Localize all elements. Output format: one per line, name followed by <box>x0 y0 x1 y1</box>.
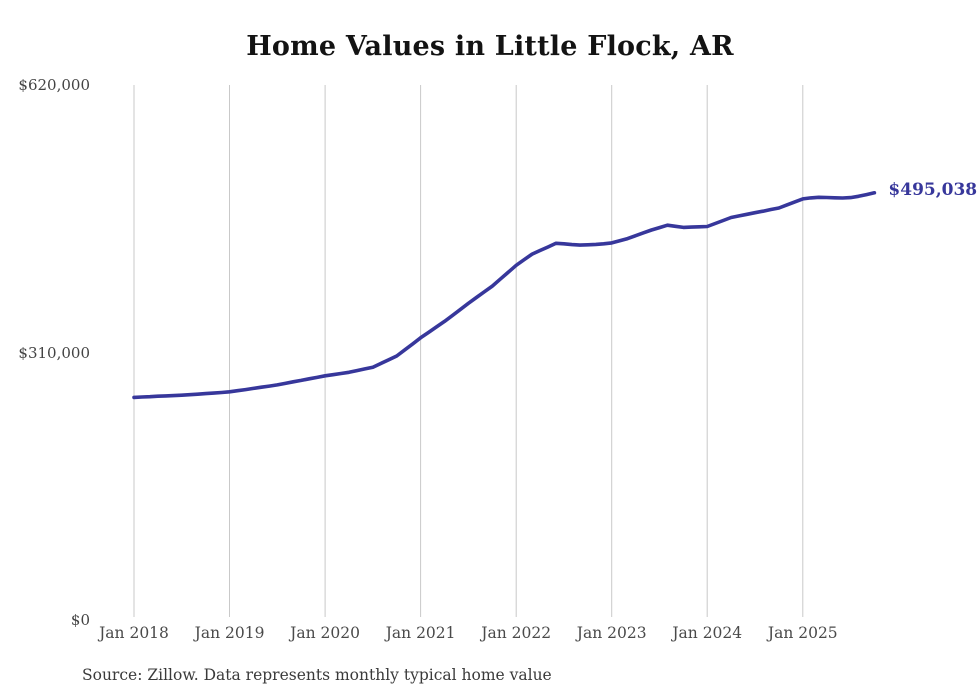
x-tick-jan-2018: Jan 2018 <box>99 624 169 642</box>
latest-value-label: $495,038 <box>888 179 978 200</box>
x-tick-jan-2020: Jan 2020 <box>290 624 360 642</box>
y-tick-620000: $620,000 <box>18 76 90 94</box>
x-tick-jan-2024: Jan 2024 <box>672 624 743 642</box>
x-tick-jan-2025: Jan 2025 <box>767 624 838 642</box>
chart-title: Home Values in Little Flock, AR <box>246 31 734 62</box>
x-tick-jan-2022: Jan 2022 <box>481 624 552 642</box>
source-note: Source: Zillow. Data represents monthly … <box>82 666 552 684</box>
x-tick-jan-2021: Jan 2021 <box>385 624 456 642</box>
home-value-line <box>132 191 877 400</box>
x-tick-jan-2023: Jan 2023 <box>576 624 647 642</box>
y-tick-310000: $310,000 <box>18 343 90 362</box>
y-tick-0: $0 <box>70 611 90 629</box>
x-tick-jan-2019: Jan 2019 <box>194 624 265 642</box>
